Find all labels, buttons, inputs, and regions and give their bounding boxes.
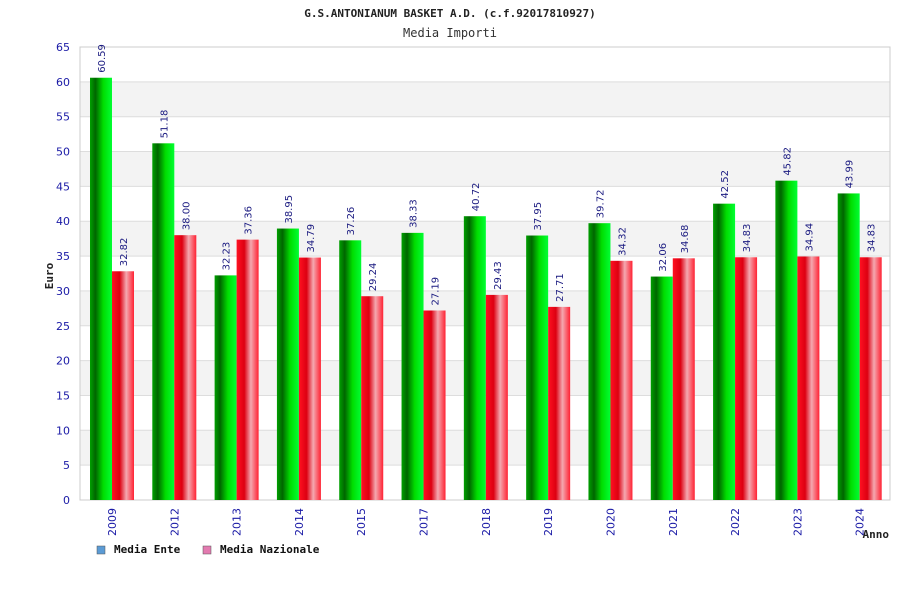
- data-label-media-ente: 51.18: [159, 110, 170, 139]
- bar-media-ente: [588, 223, 611, 500]
- data-label-media-nazionale: 34.83: [867, 224, 878, 253]
- y-tick-label: 55: [56, 111, 70, 124]
- y-tick-label: 45: [56, 180, 70, 193]
- bar-media-nazionale: [236, 239, 259, 501]
- bar-media-nazionale: [423, 310, 446, 500]
- legend-swatch-media-nazionale: [202, 545, 212, 555]
- x-axis-label: Anno: [863, 528, 890, 541]
- data-label-media-ente: 60.59: [97, 44, 108, 73]
- y-tick-label: 65: [56, 41, 70, 54]
- bar-media-ente: [837, 193, 860, 501]
- data-label-media-ente: 37.95: [533, 202, 544, 231]
- data-label-media-nazionale: 34.83: [742, 224, 753, 253]
- bar-media-ente: [90, 77, 112, 500]
- y-tick-label: 40: [56, 215, 70, 228]
- grid-band: [80, 186, 890, 222]
- data-labels: 60.59 32.82 51.18 38.00 32.23 37.36 38.95 34.79…: [97, 44, 878, 305]
- bar-media-nazionale: [112, 271, 134, 500]
- y-tick-label: 25: [56, 320, 70, 333]
- bars: [90, 77, 882, 501]
- bar-media-ente: [401, 232, 424, 500]
- x-tick-label: 2023: [791, 508, 804, 536]
- bar-media-nazionale: [610, 260, 633, 500]
- data-label-media-nazionale: 27.19: [431, 277, 442, 306]
- bar-media-nazionale: [735, 257, 758, 500]
- y-tick-label: 20: [56, 355, 70, 368]
- legend-label-media-nazionale: Media Nazionale: [220, 543, 320, 556]
- x-tick-label: 2024: [854, 508, 867, 536]
- y-tick-label: 30: [56, 285, 70, 298]
- data-label-media-nazionale: 29.43: [493, 261, 504, 290]
- grid-band: [80, 81, 890, 117]
- x-tick-label: 2018: [480, 508, 493, 536]
- data-label-media-ente: 32.06: [658, 243, 669, 272]
- data-label-media-nazionale: 34.94: [804, 223, 815, 252]
- legend-label-media-ente: Media Ente: [114, 543, 181, 556]
- x-tick-label: 2015: [355, 508, 368, 536]
- x-tick-label: 2012: [168, 508, 181, 536]
- data-label-media-nazionale: 38.00: [181, 202, 192, 231]
- y-tick-label: 10: [56, 424, 70, 437]
- data-label-media-ente: 38.95: [284, 195, 295, 224]
- x-tick-label: 2009: [106, 508, 119, 536]
- y-tick-label: 50: [56, 146, 70, 159]
- chart-subtitle: Media Importi: [403, 26, 497, 40]
- data-label-media-nazionale: 34.68: [680, 225, 691, 254]
- bar-media-ente: [276, 228, 299, 500]
- bar-media-ente: [463, 216, 486, 500]
- bar-media-nazionale: [361, 296, 384, 500]
- x-tick-label: 2014: [293, 508, 306, 536]
- grid-band: [80, 151, 890, 187]
- x-tick-label: 2019: [542, 508, 555, 536]
- legend-swatch-media-ente: [96, 545, 106, 555]
- y-axis-ticks: 0 5 10 15 20 25 30 35 40 45 50 55 60 65: [56, 41, 70, 507]
- data-label-media-ente: 37.26: [346, 207, 357, 236]
- y-tick-label: 0: [63, 494, 70, 507]
- data-label-media-nazionale: 34.32: [617, 227, 628, 256]
- bar-media-nazionale: [548, 306, 571, 500]
- data-label-media-nazionale: 32.82: [119, 238, 130, 267]
- chart-title: G.S.ANTONIANUM BASKET A.D. (c.f.92017810…: [304, 7, 595, 20]
- data-label-media-ente: 38.33: [409, 199, 420, 228]
- bar-media-nazionale: [485, 294, 508, 500]
- y-tick-label: 15: [56, 389, 70, 402]
- data-label-media-ente: 32.23: [222, 242, 233, 271]
- x-tick-label: 2013: [231, 508, 244, 536]
- bar-media-ente: [650, 276, 673, 500]
- y-tick-label: 35: [56, 250, 70, 263]
- bar-media-nazionale: [174, 235, 197, 500]
- x-axis-ticks: 2009 2012 2013 2014 2015 2017 2018 2019 2020 2021…: [106, 508, 867, 536]
- grid-band: [80, 116, 890, 152]
- x-tick-label: 2022: [729, 508, 742, 536]
- x-tick-label: 2020: [604, 508, 617, 536]
- data-label-media-nazionale: 34.79: [306, 224, 317, 253]
- x-tick-label: 2017: [418, 508, 431, 536]
- bar-media-nazionale: [859, 257, 882, 500]
- data-label-media-ente: 43.99: [845, 160, 856, 189]
- legend: Media Ente Media Nazionale: [96, 543, 320, 556]
- data-label-media-nazionale: 29.24: [368, 263, 379, 292]
- bar-media-nazionale: [298, 257, 321, 500]
- bar-media-ente: [713, 203, 736, 500]
- data-label-media-nazionale: 27.71: [555, 273, 566, 302]
- data-label-media-ente: 45.82: [782, 147, 793, 176]
- bar-media-ente: [214, 275, 237, 500]
- y-axis-label: Euro: [43, 262, 56, 289]
- bar-media-ente: [339, 240, 362, 500]
- y-tick-label: 60: [56, 76, 70, 89]
- bar-media-nazionale: [797, 256, 820, 500]
- grid-band: [80, 47, 890, 82]
- bar-media-ente: [152, 143, 175, 501]
- bar-media-ente: [775, 180, 798, 500]
- y-tick-label: 5: [63, 459, 70, 472]
- data-label-media-ente: 40.72: [471, 183, 482, 212]
- bar-media-nazionale: [672, 258, 695, 500]
- x-tick-label: 2021: [667, 508, 680, 536]
- data-label-media-nazionale: 37.36: [244, 206, 255, 235]
- data-label-media-ente: 39.72: [595, 190, 606, 219]
- bar-media-ente: [526, 235, 549, 500]
- data-label-media-ente: 42.52: [720, 170, 731, 199]
